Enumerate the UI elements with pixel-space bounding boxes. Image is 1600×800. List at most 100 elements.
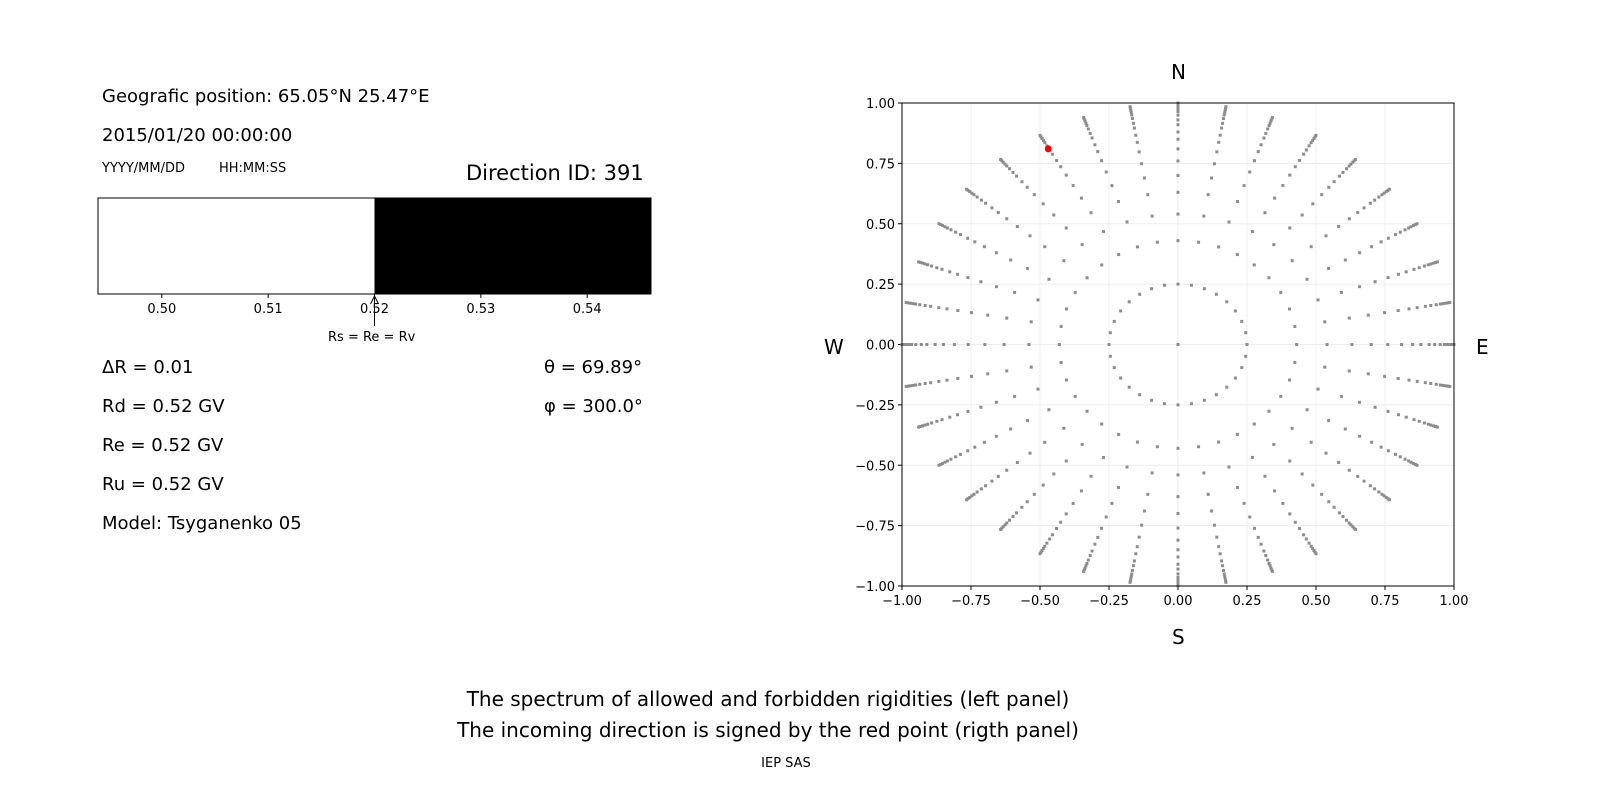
theta-value: θ = 69.89° bbox=[544, 357, 643, 378]
direction-point bbox=[1327, 266, 1331, 270]
direction-point bbox=[1100, 159, 1104, 163]
direction-point bbox=[911, 383, 915, 387]
direction-point bbox=[1117, 485, 1121, 489]
direction-point bbox=[1380, 492, 1384, 496]
direction-point bbox=[1382, 494, 1386, 498]
direction-point bbox=[1005, 369, 1009, 373]
direction-point bbox=[1130, 117, 1134, 121]
direction-point bbox=[1130, 113, 1134, 117]
direction-point bbox=[1373, 280, 1377, 284]
direction-point bbox=[1259, 143, 1263, 147]
direction-point bbox=[1403, 228, 1407, 232]
direction-point bbox=[1047, 277, 1051, 281]
direction-point bbox=[1288, 459, 1292, 463]
direction-point bbox=[1383, 374, 1387, 378]
direction-point bbox=[1332, 180, 1336, 184]
direction-point bbox=[1013, 395, 1017, 399]
direction-point bbox=[1176, 103, 1180, 107]
direction-point bbox=[1252, 526, 1256, 530]
direction-point bbox=[1101, 230, 1105, 234]
direction-point bbox=[1146, 492, 1150, 496]
direction-point bbox=[1212, 523, 1216, 527]
direction-point bbox=[1339, 395, 1343, 399]
direction-point bbox=[1379, 445, 1383, 449]
direction-point bbox=[1215, 150, 1219, 154]
x-tick-label: 0.54 bbox=[573, 302, 602, 317]
date-format: YYYY/MM/DD bbox=[102, 161, 185, 176]
direction-point bbox=[1434, 382, 1438, 386]
direction-point bbox=[1215, 535, 1219, 539]
direction-point bbox=[1082, 117, 1086, 121]
direction-point bbox=[1288, 512, 1292, 516]
direction-point bbox=[1323, 365, 1327, 369]
footer-credit: IEP SAS bbox=[761, 756, 811, 771]
direction-point bbox=[1142, 176, 1146, 180]
direction-point bbox=[1125, 465, 1129, 469]
direction-point bbox=[1356, 474, 1360, 478]
geographic-position: Geografic position: 65.05°N 25.47°E bbox=[102, 86, 430, 107]
direction-point bbox=[1128, 579, 1132, 583]
direction-point bbox=[1176, 582, 1180, 586]
direction-point bbox=[930, 264, 934, 268]
direction-point bbox=[1256, 535, 1260, 539]
direction-point bbox=[921, 424, 925, 428]
direction-point bbox=[1176, 123, 1180, 127]
direction-point bbox=[1441, 383, 1445, 387]
direction-point bbox=[1135, 440, 1139, 444]
direction-point bbox=[939, 462, 943, 466]
direction-point bbox=[1256, 150, 1260, 154]
direction-point bbox=[1176, 526, 1180, 530]
time-format: HH:MM:SS bbox=[219, 161, 287, 176]
direction-point bbox=[1055, 158, 1059, 162]
direction-point bbox=[1347, 316, 1351, 320]
direction-point bbox=[1040, 549, 1044, 553]
direction-point bbox=[1071, 184, 1075, 188]
direction-point bbox=[1343, 258, 1347, 262]
direction-point bbox=[914, 343, 918, 346]
direction-point bbox=[1269, 119, 1273, 123]
direction-point bbox=[1025, 185, 1029, 189]
direction-point bbox=[965, 498, 969, 502]
direction-point bbox=[1407, 307, 1411, 311]
direction-point bbox=[1079, 489, 1083, 493]
direction-point bbox=[979, 405, 983, 409]
incoming-direction-point bbox=[1044, 145, 1052, 153]
direction-point bbox=[1281, 501, 1285, 505]
direction-point bbox=[1083, 566, 1087, 570]
direction-point bbox=[1073, 394, 1077, 398]
direction-point bbox=[1252, 263, 1256, 267]
x-tick-label: −0.50 bbox=[1020, 594, 1060, 609]
direction-point bbox=[926, 422, 930, 426]
direction-point bbox=[1214, 292, 1218, 296]
direction-point bbox=[1221, 121, 1225, 125]
direction-point bbox=[1347, 468, 1351, 472]
direction-point bbox=[1212, 162, 1216, 166]
direction-point bbox=[1202, 398, 1206, 402]
direction-point bbox=[906, 301, 910, 305]
direction-point bbox=[1176, 580, 1180, 584]
direction-point bbox=[1217, 545, 1221, 549]
direction-point bbox=[1090, 136, 1094, 140]
direction-point bbox=[956, 309, 960, 313]
direction-point bbox=[1347, 369, 1351, 373]
direction-point bbox=[1220, 126, 1224, 130]
direction-point bbox=[1288, 307, 1292, 311]
direction-point bbox=[1411, 461, 1415, 465]
direction-point bbox=[1323, 320, 1327, 324]
direction-point bbox=[1083, 119, 1087, 123]
direction-point bbox=[1176, 512, 1180, 516]
direction-point bbox=[1293, 361, 1297, 365]
direction-point bbox=[1129, 574, 1133, 578]
direction-point bbox=[996, 211, 1000, 215]
direction-point bbox=[1394, 452, 1398, 456]
direction-point bbox=[979, 487, 983, 491]
direction-point bbox=[1222, 113, 1226, 117]
direction-point bbox=[1082, 569, 1086, 573]
model: Model: Tsyganenko 05 bbox=[102, 513, 302, 534]
direction-point bbox=[923, 262, 927, 266]
direction-point bbox=[1270, 569, 1274, 573]
direction-point bbox=[1413, 223, 1417, 227]
y-tick-label: 1.00 bbox=[866, 97, 895, 112]
direction-point bbox=[1448, 301, 1452, 305]
direction-point bbox=[1224, 580, 1228, 584]
